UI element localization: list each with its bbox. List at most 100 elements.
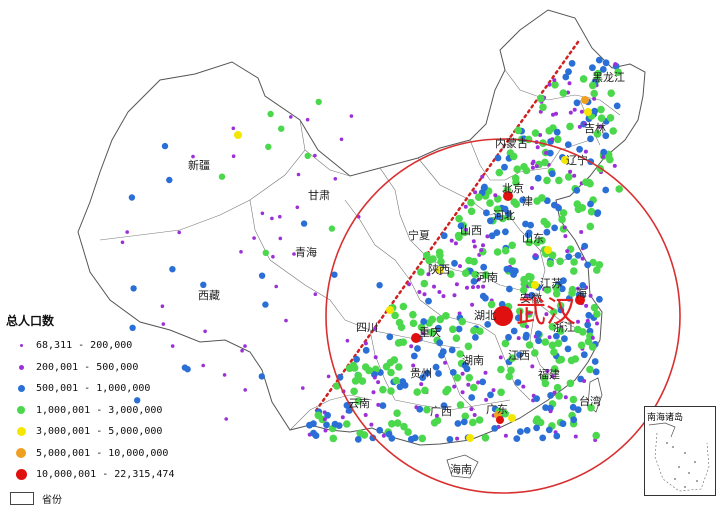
population-dot [614,103,621,110]
population-dot [582,379,586,383]
population-dot [504,434,508,438]
population-dot [565,173,573,181]
population-dot [531,166,535,170]
population-dot [573,108,577,112]
population-dot [455,215,463,223]
population-dot [530,364,534,368]
population-dot [421,280,429,288]
population-dot [494,248,502,256]
population-dot [350,362,358,370]
population-dot [609,127,617,135]
population-dot [395,339,403,347]
legend-row: 500,001 - 1,000,000 [6,378,206,400]
population-dot [532,129,540,137]
population-dot [454,241,458,245]
population-dot [603,59,610,66]
population-dot [558,356,566,364]
population-dot [563,234,567,238]
population-dot [350,388,358,396]
population-dot [533,417,541,425]
population-dot [521,385,525,389]
population-dot [550,348,558,356]
population-dot [466,434,474,442]
population-dot [161,304,165,308]
population-dot [240,349,244,353]
population-dot [556,258,564,266]
population-dot [506,286,513,293]
population-dot [473,413,477,417]
population-dot [382,434,386,438]
population-dot [589,294,593,298]
population-dot [496,169,504,177]
population-dot [499,355,503,359]
population-dot [551,225,558,232]
population-dot [386,333,393,340]
population-dot [296,206,300,210]
population-dot [555,340,563,348]
legend-dot [18,385,25,392]
population-dot [324,429,328,433]
population-dot [602,187,609,194]
population-dot [270,217,274,221]
population-dot [327,375,331,379]
legend-dot [16,469,27,480]
population-dot [554,129,561,136]
population-dot [323,417,327,421]
population-dot [533,253,537,257]
population-dot [365,367,373,375]
population-dot [493,193,497,197]
population-dot [423,252,431,260]
population-dot [297,173,301,177]
population-dot [581,257,585,261]
population-dot [565,253,572,260]
population-dot [535,337,542,344]
population-dot [380,402,387,409]
population-dot [586,366,594,374]
population-dot [259,273,265,279]
population-dot [542,404,549,411]
population-dot [574,99,581,106]
population-dot [584,150,588,154]
population-dot [537,95,545,103]
population-dot [517,428,524,435]
legend-row: 10,000,001 - 22,315,474 [6,464,206,486]
population-dot [162,143,168,149]
population-dot [533,395,540,402]
population-dot [481,285,485,289]
population-dot [479,248,483,252]
population-dot [552,78,556,82]
population-dot [554,112,558,116]
province-label-xinjiang: 新疆 [188,160,210,171]
population-dot [263,250,269,256]
population-dot [284,319,288,323]
population-dot [584,304,588,308]
population-dot [502,247,510,255]
population-dot [555,392,563,400]
population-dot [513,200,521,208]
population-dot [306,422,313,429]
population-dot [239,250,243,254]
population-dot [352,377,360,385]
population-dot [413,388,421,396]
legend-dot [20,344,23,347]
population-dot [350,114,354,118]
population-dot [565,346,572,353]
population-dot [465,343,473,351]
legend-dot [17,406,25,414]
population-dot [407,282,411,286]
population-dot [393,409,401,417]
province-label-jilin: 吉林 [584,123,606,134]
population-dot [505,334,512,341]
population-dot [356,430,364,438]
population-dot [587,223,595,231]
population-dot [574,435,578,439]
population-dot [462,269,470,277]
population-dot [584,262,591,269]
population-dot [395,363,403,371]
population-dot [508,414,516,422]
population-dot [219,174,225,180]
population-dot [531,161,535,165]
population-dot [472,334,479,341]
population-dot [548,335,552,339]
population-dot [580,75,588,83]
